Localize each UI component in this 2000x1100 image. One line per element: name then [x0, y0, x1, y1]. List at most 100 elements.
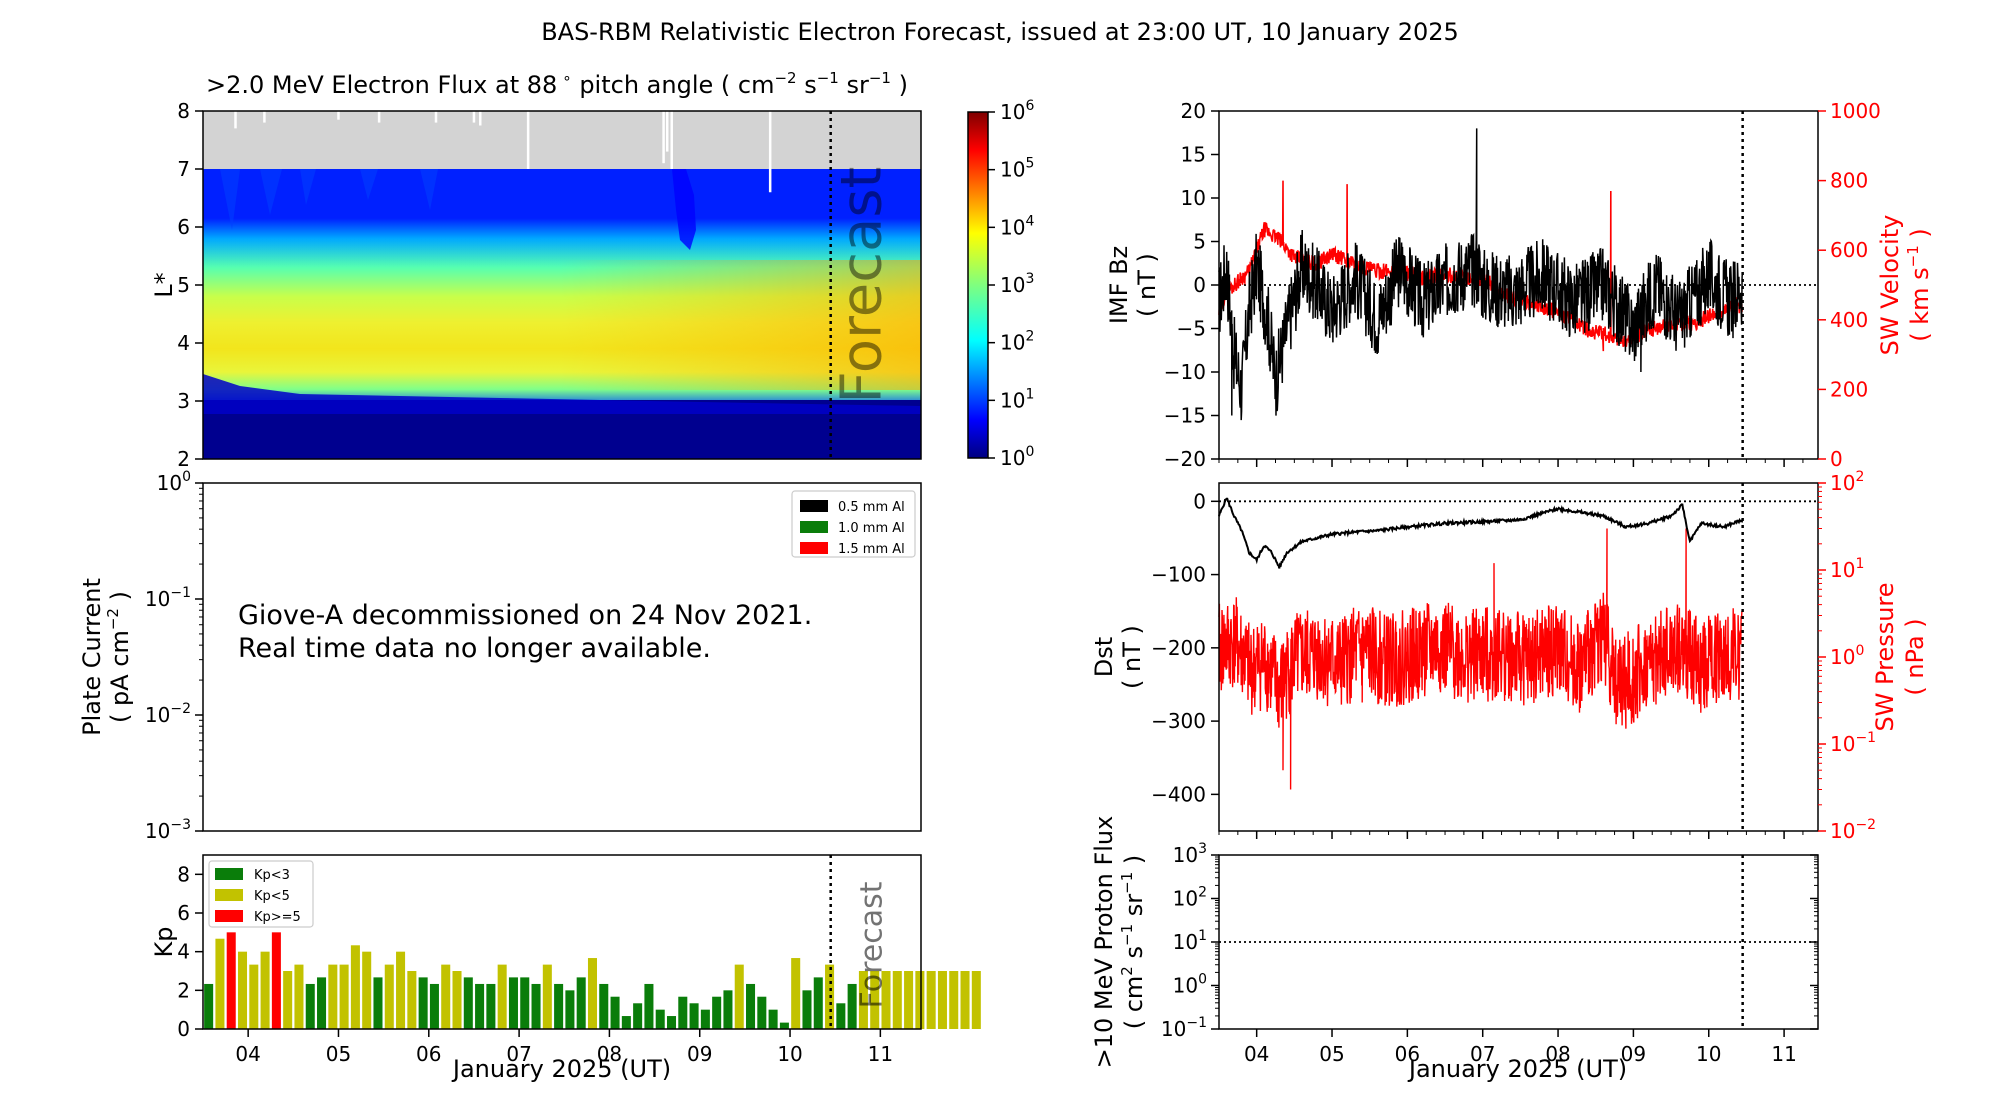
sw-pressure-ylabel: SW Pressure: [1871, 582, 1899, 731]
kp-bar: [802, 990, 812, 1029]
kp-bar: [475, 983, 485, 1029]
electron-flux-ylabel: L*: [150, 272, 178, 297]
colorbar-tick-label: 102: [1000, 329, 1034, 355]
press-y-tick-label: 102: [1830, 469, 1864, 495]
dst-y-tick-label: −200: [1151, 636, 1206, 660]
kp-bar: [971, 971, 981, 1029]
vel-y-tick-label: 0: [1830, 447, 1843, 471]
kp-bar: [350, 945, 360, 1029]
legend-label: 1.5 mm Al: [838, 542, 905, 557]
proton-x-tick-label: 07: [1470, 1042, 1495, 1066]
vel-y-tick-label: 200: [1830, 377, 1868, 401]
imf-y-tick-label: −5: [1177, 317, 1206, 341]
legend-label: Kp<3: [254, 868, 290, 883]
kp-bar: [858, 971, 868, 1029]
plate-y-tick-label: 100: [157, 469, 191, 495]
colorbar-tick-label: 106: [1000, 98, 1034, 124]
flux-y-tick-label: 8: [177, 99, 190, 123]
kp-bar: [226, 932, 236, 1029]
plate-y-tick-label: 10−3: [145, 817, 191, 843]
kp-bar: [847, 983, 857, 1029]
kp-y-tick-label: 0: [177, 1017, 190, 1041]
legend-swatch: [800, 542, 828, 554]
decommission-message: Giove-A decommissioned on 24 Nov 2021.: [238, 600, 812, 631]
kp-bar: [441, 964, 451, 1029]
kp-bar: [700, 1009, 710, 1029]
kp-x-tick-label: 09: [687, 1042, 712, 1066]
dst-y-tick-label: −400: [1151, 782, 1206, 806]
flux-y-tick-label: 2: [177, 447, 190, 471]
kp-bar: [746, 983, 756, 1029]
colorbar-tick-label: 101: [1000, 386, 1034, 412]
kp-bar: [666, 1016, 677, 1029]
proton-x-tick-label: 06: [1395, 1042, 1420, 1066]
kp-bar: [486, 983, 496, 1029]
imf-y-tick-label: 15: [1181, 143, 1206, 167]
no-data-region: [203, 111, 921, 169]
flux-y-tick-label: 3: [177, 389, 190, 413]
kp-panel: 0 2 4 6 8 04 05 06 07 08 09 10 11 Forecast Kp Janua…: [150, 854, 981, 1083]
kp-bar: [937, 971, 947, 1029]
imf-y-tick-label: −20: [1164, 447, 1206, 471]
kp-bar: [249, 964, 259, 1029]
sw-velocity-units: ( km s−1 ): [1904, 228, 1934, 342]
plate-current-panel: 10−3 10−2 10−1 100 Plate Current ( pA cm−2 …: [78, 469, 922, 843]
kp-bar: [587, 958, 597, 1029]
kp-bar: [904, 971, 914, 1029]
kp-bar: [260, 951, 270, 1029]
plate-y-tick-label: 10−1: [145, 585, 191, 611]
kp-x-tick-label: 06: [416, 1042, 441, 1066]
kp-bar: [407, 971, 417, 1029]
kp-x-tick-label: 10: [777, 1042, 802, 1066]
kp-bar: [328, 964, 338, 1029]
no-data-message: Real time data no longer available.: [238, 633, 711, 664]
kp-y-tick-label: 8: [177, 862, 190, 886]
kp-bar: [283, 971, 293, 1029]
kp-bar: [734, 964, 744, 1029]
sw-pressure-series: [1218, 528, 1743, 790]
kp-y-tick-label: 2: [177, 978, 190, 1002]
proton-y-tick-label: 100: [1173, 972, 1207, 998]
imf-y-tick-label: −10: [1164, 360, 1206, 384]
imf-y-tick-label: 20: [1181, 99, 1206, 123]
vel-y-tick-label: 1000: [1830, 99, 1881, 123]
dst-series: [1218, 497, 1744, 569]
kp-bar: [317, 977, 327, 1029]
kp-bar: [373, 977, 383, 1029]
data-gap-lines: [234, 111, 772, 193]
kp-x-tick-label: 05: [326, 1042, 351, 1066]
imf-bz-series: [1218, 128, 1744, 421]
plate-current-frame: [202, 482, 922, 832]
legend-swatch: [215, 910, 243, 922]
electron-flux-title: >2.0 MeV Electron Flux at 88 ∘ pitch angl…: [206, 69, 908, 99]
kp-y-tick-label: 6: [177, 901, 190, 925]
flux-enhancement: [560, 260, 921, 390]
kp-bar: [757, 996, 767, 1029]
kp-bar: [429, 983, 439, 1029]
legend-swatch: [800, 521, 828, 533]
kp-bar: [204, 983, 214, 1029]
kp-bar: [926, 971, 936, 1029]
proton-y-tick-label: 101: [1173, 928, 1207, 954]
kp-bar: [960, 971, 970, 1029]
flux-y-tick-label: 7: [177, 157, 190, 181]
kp-bar: [508, 977, 518, 1029]
press-y-tick-label: 100: [1830, 643, 1864, 669]
kp-bar: [836, 1003, 846, 1029]
dst-y-tick-label: −100: [1151, 563, 1206, 587]
kp-bar: [576, 977, 586, 1029]
inner-boundary: [203, 374, 921, 414]
proton-x-tick-label: 11: [1771, 1042, 1796, 1066]
legend-swatch: [215, 889, 243, 901]
kp-frame: [202, 854, 922, 1030]
flux-y-tick-label: 6: [177, 215, 190, 239]
kp-bar: [791, 958, 801, 1029]
imf-y-tick-label: 10: [1181, 186, 1206, 210]
proton-x-tick-label: 05: [1319, 1042, 1344, 1066]
kp-bar: [870, 971, 880, 1029]
proton-flux-frame: [1218, 854, 1819, 1030]
vel-y-tick-label: 800: [1830, 169, 1868, 193]
kp-bar: [610, 996, 620, 1029]
legend-label: 0.5 mm Al: [838, 500, 905, 515]
